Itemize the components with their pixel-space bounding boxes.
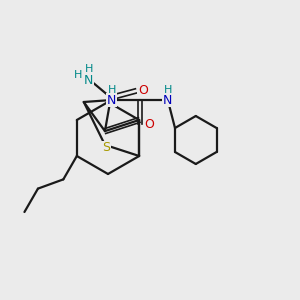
Text: N: N	[107, 94, 116, 106]
Text: H: H	[164, 85, 172, 95]
Text: S: S	[102, 141, 110, 154]
Text: O: O	[144, 118, 154, 130]
Text: O: O	[138, 84, 148, 98]
Text: N: N	[84, 74, 94, 87]
Text: H: H	[108, 85, 116, 95]
Text: H: H	[74, 70, 82, 80]
Text: H: H	[85, 64, 93, 74]
Text: N: N	[163, 94, 172, 106]
